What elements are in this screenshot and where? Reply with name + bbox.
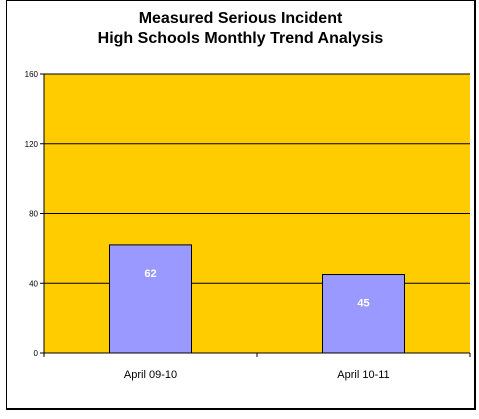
category-label-0: April 09-10 <box>124 369 177 381</box>
y-tick-label-120: 120 <box>25 140 39 149</box>
y-tick-label-160: 160 <box>25 70 39 79</box>
chart-title-line-1: Measured Serious Incident <box>138 10 343 27</box>
bar-0 <box>109 244 192 354</box>
category-label-1: April 10-11 <box>337 369 389 381</box>
bars: 62 45 <box>109 244 405 354</box>
y-tick-label-80: 80 <box>29 210 38 219</box>
chart-title: Measured Serious Incident High Schools M… <box>7 9 474 49</box>
y-tick-label-0: 0 <box>34 349 39 358</box>
y-tick-label-40: 40 <box>29 279 38 288</box>
data-label-0: 62 <box>144 268 156 280</box>
data-label-1: 45 <box>357 298 369 310</box>
axis-labels: 0 40 80 120 160 April 09-10 April 10-11 <box>25 70 390 381</box>
chart-title-line-2: High Schools Monthly Trend Analysis <box>97 30 384 47</box>
axes <box>40 73 471 357</box>
bar-1 <box>322 274 405 354</box>
